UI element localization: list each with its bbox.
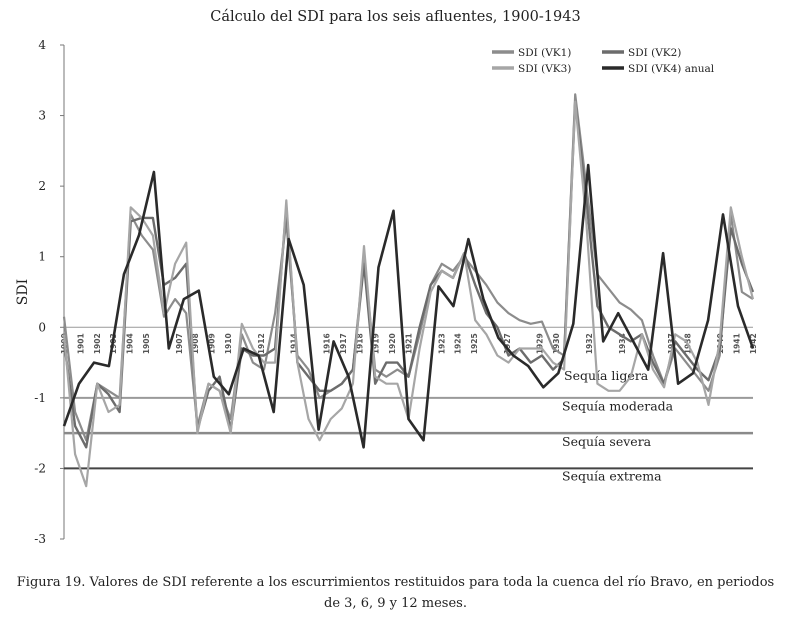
x-tick-label: 1929 [536,333,545,354]
legend-label: SDI (VK3) [518,63,571,75]
y-tick-label: -2 [34,461,46,475]
y-tick-label: 2 [38,179,46,193]
series-line-3 [62,100,755,488]
y-tick-label: 3 [38,109,46,123]
legend-label: SDI (VK2) [628,47,681,59]
x-tick-label: 1919 [372,333,381,354]
x-tick-label: 1901 [76,333,85,354]
x-tick-label: 1932 [585,333,594,354]
sdi-line-chart: 4 3 2 1 0 -1 -2 -3 SDI Sequía ligera Sequía modera… [15,38,758,546]
legend-label: SDI (VK4) anual [628,63,715,75]
x-tick-label: 1937 [667,333,676,354]
x-tick-label: 1920 [388,333,397,354]
series-line-1 [62,93,754,442]
x-tick-label: 1905 [142,333,151,354]
x-tick-label: 1912 [257,333,266,354]
x-tick-label: 1921 [405,333,414,354]
x-tick-label: 1907 [175,333,184,354]
figure-caption: Figura 19. Valores de SDI referente a lo… [10,572,781,614]
legend-label: SDI (VK1) [518,47,571,59]
series-line-4 [62,163,755,449]
x-tick-label: 1909 [208,333,217,354]
x-tick-label: 1927 [503,333,512,354]
x-tick-label: 1941 [733,333,742,354]
x-tick-label: 1925 [470,333,479,354]
x-tick-label: 1910 [224,333,233,354]
chart-title: Cálculo del SDI para los seis afluentes,… [210,9,581,25]
x-tick-label: 1908 [191,333,200,354]
y-tick-label: -3 [34,532,46,546]
threshold-label: Sequía ligera [564,368,649,383]
threshold-label: Sequía moderada [562,399,674,414]
x-tick-label: 1924 [454,333,463,354]
y-tick-label: 1 [38,250,46,264]
x-tick-label: 1930 [552,333,561,354]
caption-line-1: Figura 19. Valores de SDI referente a lo… [16,575,775,590]
y-tick-label: 4 [38,38,46,52]
x-tick-label: 1914 [290,333,299,354]
x-tick-label: 1918 [355,333,364,354]
x-tick-label: 1904 [126,333,135,354]
x-tick-label: 1923 [437,333,446,354]
threshold-label: Sequía extrema [562,468,662,483]
series-line-2 [62,100,755,449]
x-tick-label: 1934 [618,333,627,354]
y-tick-label: 0 [38,320,46,334]
x-tick-label: 1942 [749,333,758,354]
y-axis-title: SDI [15,279,31,305]
caption-line-2: de 3, 6, 9 y 12 meses. [324,596,467,611]
x-tick-label: 1917 [339,333,348,354]
threshold-label: Sequía severa [562,434,652,449]
x-tick-label: 1902 [93,333,102,354]
y-tick-label: -1 [34,391,46,405]
x-tick-label: 1916 [322,333,331,354]
